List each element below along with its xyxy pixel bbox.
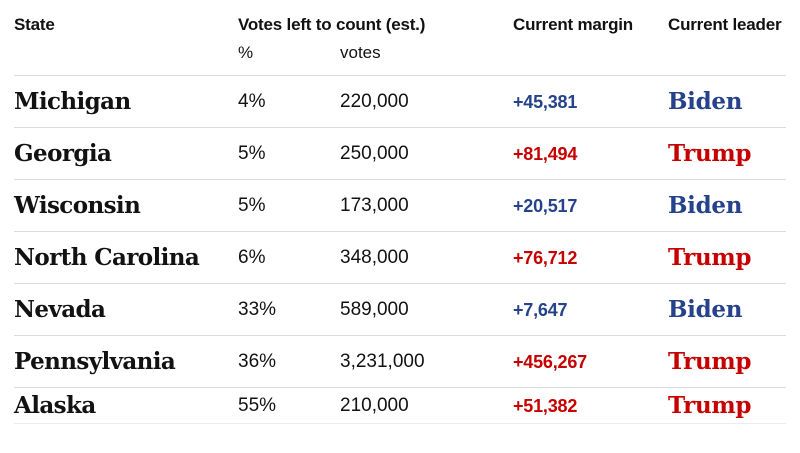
table-row: Michigan 4% 220,000 +45,381 Biden — [14, 75, 786, 127]
margin-cell: +45,381 — [513, 91, 578, 112]
margin-cell: +51,382 — [513, 395, 578, 416]
margin-cell: +76,712 — [513, 247, 578, 268]
margin-cell: +7,647 — [513, 299, 568, 320]
leader-cell: Biden — [668, 296, 743, 323]
votes-cell: 348,000 — [340, 247, 409, 268]
pct-cell: 6% — [238, 247, 266, 268]
pct-cell: 5% — [238, 143, 266, 164]
state-cell: Michigan — [14, 88, 131, 115]
table-row: Nevada 33% 589,000 +7,647 Biden — [14, 283, 786, 335]
margin-cell: +20,517 — [513, 195, 578, 216]
leader-cell: Biden — [668, 192, 743, 219]
table-subheader-row: % votes — [14, 41, 786, 75]
margin-cell: +81,494 — [513, 143, 578, 164]
votes-cell: 250,000 — [340, 143, 409, 164]
table-header-row: State Votes left to count (est.) Current… — [14, 14, 786, 41]
header-current-margin: Current margin — [513, 15, 633, 34]
leader-cell: Trump — [668, 348, 752, 375]
leader-cell: Trump — [668, 244, 752, 271]
header-current-leader: Current leader — [668, 15, 782, 34]
pct-cell: 55% — [238, 395, 277, 416]
leader-cell: Trump — [668, 392, 752, 419]
subheader-votes: votes — [340, 43, 381, 62]
margin-cell: +456,267 — [513, 351, 587, 372]
votes-cell: 220,000 — [340, 91, 409, 112]
table-body: Michigan 4% 220,000 +45,381 Biden Georgia 5% 25… — [14, 75, 786, 424]
table-row: Georgia 5% 250,000 +81,494 Trump — [14, 127, 786, 179]
subheader-percent: % — [238, 43, 254, 62]
leader-cell: Biden — [668, 88, 743, 115]
votes-cell: 3,231,000 — [340, 351, 425, 372]
votes-cell: 589,000 — [340, 299, 409, 320]
state-cell: Alaska — [14, 392, 96, 419]
header-votes-left-group: Votes left to count (est.) — [238, 15, 426, 34]
votes-cell: 210,000 — [340, 395, 409, 416]
pct-cell: 33% — [238, 299, 277, 320]
table-row: Pennsylvania 36% 3,231,000 +456,267 Trump — [14, 335, 786, 387]
state-cell: North Carolina — [14, 244, 200, 271]
header-state: State — [14, 15, 55, 34]
pct-cell: 36% — [238, 351, 277, 372]
pct-cell: 4% — [238, 91, 266, 112]
pct-cell: 5% — [238, 195, 266, 216]
table-row: North Carolina 6% 348,000 +76,712 Trump — [14, 231, 786, 283]
state-cell: Pennsylvania — [14, 348, 176, 375]
state-cell: Georgia — [14, 140, 112, 167]
table-row: Wisconsin 5% 173,000 +20,517 Biden — [14, 179, 786, 231]
state-cell: Wisconsin — [14, 192, 141, 219]
state-cell: Nevada — [14, 296, 106, 323]
results-table: State Votes left to count (est.) Current… — [14, 14, 786, 424]
table-row: Alaska 55% 210,000 +51,382 Trump — [14, 387, 786, 424]
votes-cell: 173,000 — [340, 195, 409, 216]
leader-cell: Trump — [668, 140, 752, 167]
